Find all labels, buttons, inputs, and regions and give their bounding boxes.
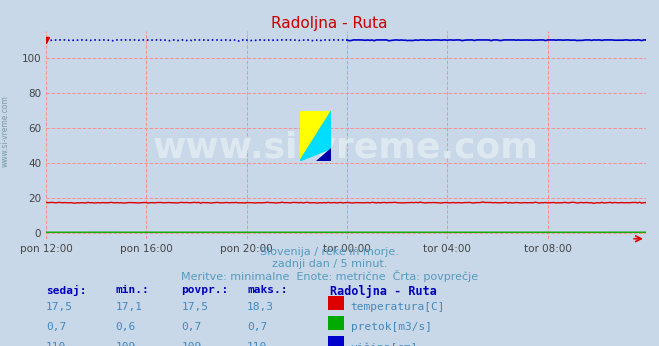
Text: sedaj:: sedaj: bbox=[46, 285, 86, 297]
Text: 18,3: 18,3 bbox=[247, 302, 274, 312]
Text: 110: 110 bbox=[46, 342, 67, 346]
Text: 0,7: 0,7 bbox=[247, 322, 268, 332]
Text: temperatura[C]: temperatura[C] bbox=[351, 302, 445, 312]
Text: zadnji dan / 5 minut.: zadnji dan / 5 minut. bbox=[272, 259, 387, 269]
Polygon shape bbox=[316, 148, 331, 161]
Text: višina[cm]: višina[cm] bbox=[351, 342, 418, 346]
Text: povpr.:: povpr.: bbox=[181, 285, 229, 295]
Text: 0,7: 0,7 bbox=[181, 322, 202, 332]
Text: 17,1: 17,1 bbox=[115, 302, 142, 312]
Text: 109: 109 bbox=[115, 342, 136, 346]
Polygon shape bbox=[300, 111, 331, 161]
Text: 110: 110 bbox=[247, 342, 268, 346]
Text: Radoljna - Ruta: Radoljna - Ruta bbox=[272, 16, 387, 30]
Text: Slovenija / reke in morje.: Slovenija / reke in morje. bbox=[260, 247, 399, 257]
Text: pretok[m3/s]: pretok[m3/s] bbox=[351, 322, 432, 332]
Text: 17,5: 17,5 bbox=[46, 302, 73, 312]
Polygon shape bbox=[300, 111, 331, 161]
Text: Radoljna - Ruta: Radoljna - Ruta bbox=[330, 285, 436, 299]
Text: 0,6: 0,6 bbox=[115, 322, 136, 332]
Text: maks.:: maks.: bbox=[247, 285, 287, 295]
Text: 17,5: 17,5 bbox=[181, 302, 208, 312]
Text: min.:: min.: bbox=[115, 285, 149, 295]
Text: 109: 109 bbox=[181, 342, 202, 346]
Text: 0,7: 0,7 bbox=[46, 322, 67, 332]
Text: Meritve: minimalne  Enote: metrične  Črta: povprečje: Meritve: minimalne Enote: metrične Črta:… bbox=[181, 270, 478, 282]
Text: www.si-vreme.com: www.si-vreme.com bbox=[153, 130, 539, 164]
Text: www.si-vreme.com: www.si-vreme.com bbox=[1, 95, 10, 167]
